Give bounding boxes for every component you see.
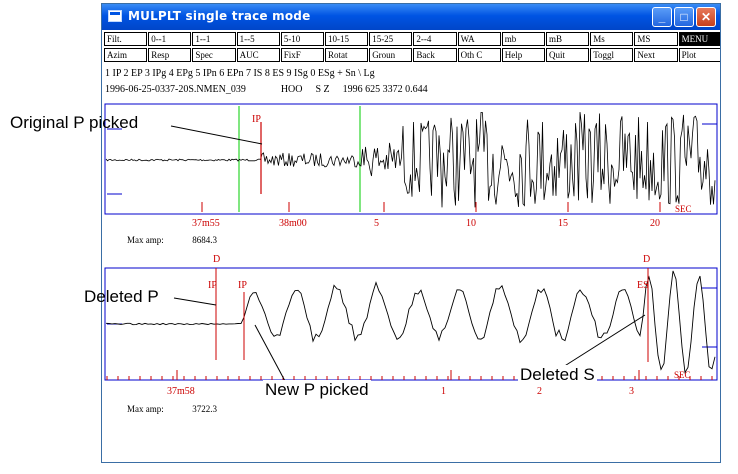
command-button-mb[interactable]: mb (501, 32, 545, 46)
command-button-plot[interactable]: Plot (678, 48, 720, 62)
phase-keys-legend: 1 IP 2 EP 3 IPg 4 EPg 5 IPn 6 EPn 7 IS 8… (105, 68, 375, 79)
axis-tick-label: 5 (374, 218, 379, 229)
trace-1-max-amp-label: Max amp: (127, 235, 164, 245)
axis-tick-label: 37m58 (167, 386, 195, 397)
annotation-deleted-s: Deleted S (518, 365, 597, 385)
command-button-next[interactable]: Next (634, 48, 678, 62)
axis-tick-label: 20 (650, 218, 660, 229)
trace-2-label-d-2: D (643, 254, 650, 265)
command-button-help[interactable]: Help (501, 48, 545, 62)
trace-2-panel[interactable]: D IP IP D ES 37m58 1 2 3 SEC (102, 252, 721, 402)
annotation-deleted-p: Deleted P (84, 287, 159, 306)
command-button-filt-[interactable]: Filt. (104, 32, 148, 46)
trace-1-max-amp-value: 8684.3 (192, 235, 217, 245)
trace-header: 1996-06-25-0337-20S.NMEN_039 HOO S Z 199… (105, 84, 428, 95)
axis-tick-label: 1 (441, 386, 446, 397)
trace-1-frame (104, 103, 718, 215)
minimize-button[interactable]: _ (652, 7, 672, 27)
command-button-azim[interactable]: Azim (104, 48, 148, 62)
trace-2-sec-label: SEC (674, 370, 691, 380)
command-button-spec[interactable]: Spec (192, 48, 236, 62)
command-button-ms[interactable]: MS (634, 32, 678, 46)
command-button-menu[interactable]: MENU (678, 32, 720, 46)
mulplt-window: MULPLT single trace mode _ □ ✕ Filt. 0--1… (101, 3, 721, 463)
trace-station: HOO (280, 84, 303, 95)
trace-2-label-es: ES (637, 280, 649, 291)
trace-time: 1996 625 3372 0.644 (342, 84, 428, 95)
axis-tick-label: 38m00 (279, 218, 307, 229)
command-button-5-10[interactable]: 5-10 (280, 32, 324, 46)
command-button-resp[interactable]: Resp (148, 48, 192, 62)
trace-2-max-amp: Max amp: 3722.3 (127, 404, 217, 414)
maximize-icon: □ (680, 10, 688, 24)
trace-2-max-amp-label: Max amp: (127, 404, 164, 414)
trace-2-max-amp-value: 3722.3 (192, 404, 217, 414)
trace-2-frame (104, 267, 718, 381)
command-button-fixf[interactable]: FixF (280, 48, 324, 62)
trace-1-waveform (105, 111, 716, 208)
command-button-2-4[interactable]: 2--4 (413, 32, 457, 46)
command-button-auc[interactable]: AUC (236, 48, 280, 62)
command-button-10-15[interactable]: 10-15 (325, 32, 369, 46)
command-button-mb[interactable]: mB (546, 32, 590, 46)
command-button-1-5[interactable]: 1--5 (236, 32, 280, 46)
command-button-15-25[interactable]: 15-25 (369, 32, 413, 46)
trace-1-max-amp: Max amp: 8684.3 (127, 235, 217, 245)
command-button-wa[interactable]: WA (457, 32, 501, 46)
command-button-ms[interactable]: Ms (590, 32, 634, 46)
title-bar[interactable]: MULPLT single trace mode _ □ ✕ (102, 4, 720, 30)
trace-2-waveform (105, 270, 716, 374)
maximize-button[interactable]: □ (674, 7, 694, 27)
app-icon (108, 10, 122, 22)
trace-2-time-axis: 37m58 1 2 3 (106, 370, 713, 397)
axis-tick-label: 10 (466, 218, 476, 229)
axis-tick-label: 2 (537, 386, 542, 397)
trace-1-p-pick-label: IP (252, 114, 261, 125)
close-button[interactable]: ✕ (696, 7, 716, 27)
axis-tick-label: 3 (629, 386, 634, 397)
trace-2-label-d-1: D (213, 254, 220, 265)
command-button-quit[interactable]: Quit (546, 48, 590, 62)
command-button-toggl[interactable]: Toggl (590, 48, 634, 62)
trace-1-sec-label: SEC (675, 204, 692, 214)
axis-tick-label: 15 (558, 218, 568, 229)
command-button-groun[interactable]: Groun (369, 48, 413, 62)
annotation-new-p: New P picked (263, 380, 371, 400)
trace-1-panel[interactable]: IP 37m55 38m00 5 10 15 20 SEC (102, 94, 721, 274)
trace-2-label-ip-2: IP (238, 280, 247, 291)
close-icon: ✕ (700, 10, 712, 24)
axis-tick-label: 37m55 (192, 218, 220, 229)
trace-1-time-axis: 37m55 38m00 5 10 15 20 (192, 202, 661, 229)
trace-filename: 1996-06-25-0337-20S.NMEN_039 (105, 84, 246, 95)
trace-2-label-ip-1: IP (208, 280, 217, 291)
trace-component: S Z (315, 84, 330, 95)
command-button-rotat[interactable]: Rotat (325, 48, 369, 62)
annotation-original-p: Original P picked (10, 113, 139, 132)
command-button-1-1[interactable]: 1--1 (192, 32, 236, 46)
window-title: MULPLT single trace mode (128, 9, 311, 23)
minimize-icon: _ (658, 10, 666, 24)
command-button-back[interactable]: Back (413, 48, 457, 62)
command-button-0-1[interactable]: 0--1 (148, 32, 192, 46)
command-button-oth-c[interactable]: Oth C (457, 48, 501, 62)
